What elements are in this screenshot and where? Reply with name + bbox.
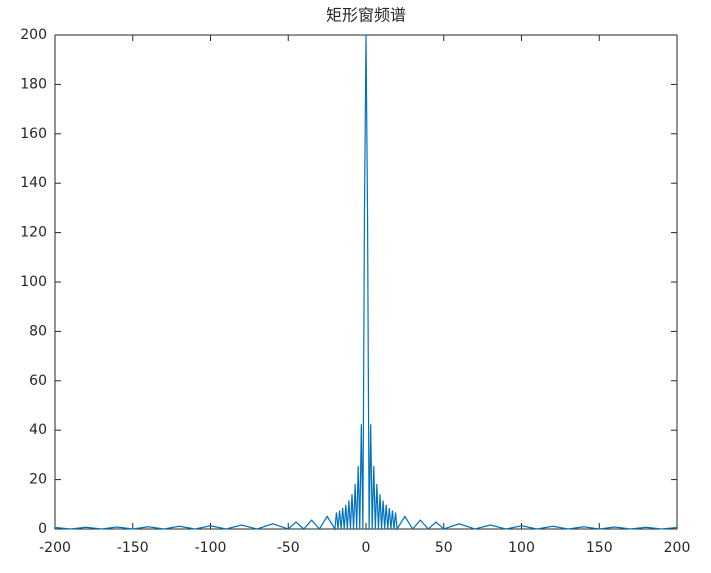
x-tick-label: -200 — [39, 540, 71, 556]
x-tick-label: 150 — [586, 540, 613, 556]
y-tick-label: 20 — [29, 472, 47, 488]
y-tick-label: 100 — [20, 274, 47, 290]
y-tick-label: 140 — [20, 175, 47, 191]
spectrum-line — [54, 34, 678, 531]
x-tick-label: 0 — [362, 540, 371, 556]
x-tick-label: 100 — [508, 540, 535, 556]
y-tick-label: 40 — [29, 422, 47, 438]
y-tick-label: 60 — [29, 373, 47, 389]
y-tick-label: 160 — [20, 126, 47, 142]
x-tick-label: -50 — [277, 540, 300, 556]
x-tick-label: -100 — [195, 540, 227, 556]
x-tick-label: 50 — [435, 540, 453, 556]
y-tick-label: 120 — [20, 225, 47, 241]
chart-title: 矩形窗频谱 — [326, 6, 406, 25]
y-tick-label: 80 — [29, 323, 47, 339]
plot-area — [54, 34, 678, 530]
y-tick-label: 180 — [20, 76, 47, 92]
y-tick-label: 0 — [38, 521, 47, 537]
x-tick-label: -150 — [117, 540, 149, 556]
x-tick-label: 200 — [664, 540, 691, 556]
y-tick-label: 200 — [20, 27, 47, 43]
